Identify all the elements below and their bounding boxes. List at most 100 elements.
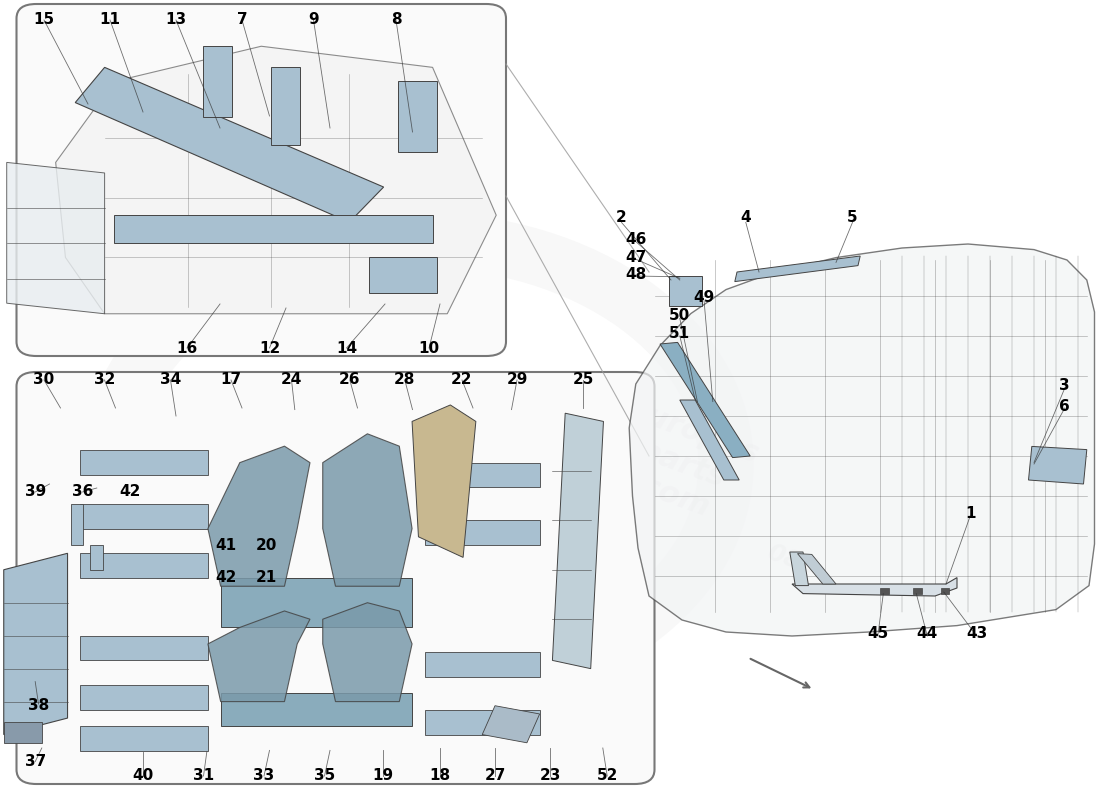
Polygon shape: [3, 554, 67, 734]
Text: 19: 19: [372, 769, 394, 783]
Text: 40: 40: [132, 769, 154, 783]
Polygon shape: [7, 162, 104, 314]
Polygon shape: [629, 244, 1094, 636]
Text: 47: 47: [625, 250, 647, 265]
Text: 4: 4: [740, 210, 751, 225]
Text: 39: 39: [24, 485, 46, 499]
Text: 46: 46: [625, 233, 647, 247]
Text: 18: 18: [429, 769, 451, 783]
Polygon shape: [940, 588, 949, 594]
Text: 28: 28: [394, 373, 416, 387]
Polygon shape: [322, 602, 412, 702]
Polygon shape: [398, 82, 438, 152]
Polygon shape: [660, 342, 750, 458]
Text: 26: 26: [339, 373, 361, 387]
Text: 36: 36: [72, 485, 94, 499]
Text: europes
parts
.com: europes parts .com: [601, 395, 763, 533]
Text: 22: 22: [451, 373, 473, 387]
Text: 34: 34: [160, 373, 182, 387]
Text: 51: 51: [669, 326, 691, 341]
Text: 15: 15: [33, 13, 55, 27]
Polygon shape: [1028, 446, 1087, 484]
Text: 43: 43: [966, 626, 988, 641]
Text: 24: 24: [280, 373, 302, 387]
Polygon shape: [80, 450, 208, 475]
Polygon shape: [425, 462, 540, 487]
Polygon shape: [80, 685, 208, 710]
Text: 9: 9: [308, 13, 319, 27]
Polygon shape: [271, 67, 300, 145]
Polygon shape: [735, 256, 860, 282]
Polygon shape: [80, 554, 208, 578]
Text: 14: 14: [336, 341, 358, 355]
Text: 33: 33: [253, 769, 275, 783]
Text: 32: 32: [94, 373, 115, 387]
Polygon shape: [680, 400, 739, 480]
Text: 48: 48: [625, 267, 647, 282]
Text: 25: 25: [572, 373, 594, 387]
Polygon shape: [552, 413, 604, 669]
Polygon shape: [221, 578, 412, 627]
FancyBboxPatch shape: [16, 4, 506, 356]
Text: 10: 10: [418, 341, 440, 355]
Text: 11: 11: [99, 13, 121, 27]
Text: 23: 23: [539, 769, 561, 783]
Text: 37: 37: [24, 754, 46, 769]
Polygon shape: [56, 46, 496, 314]
Text: 29: 29: [506, 373, 528, 387]
Text: 5: 5: [847, 210, 858, 225]
Polygon shape: [90, 545, 102, 570]
Polygon shape: [669, 276, 702, 306]
Text: 3: 3: [1059, 378, 1070, 393]
Polygon shape: [792, 578, 957, 596]
Text: 30: 30: [33, 373, 55, 387]
Text: 12: 12: [258, 341, 280, 355]
Text: 35: 35: [314, 769, 336, 783]
Text: 6: 6: [1059, 399, 1070, 414]
Polygon shape: [482, 706, 540, 742]
Polygon shape: [913, 588, 922, 594]
Text: 7: 7: [236, 13, 248, 27]
Polygon shape: [80, 504, 208, 529]
Text: 41: 41: [214, 538, 236, 553]
Polygon shape: [208, 446, 310, 586]
Polygon shape: [114, 215, 432, 243]
Polygon shape: [425, 652, 540, 677]
Text: 31: 31: [192, 769, 215, 783]
Polygon shape: [3, 722, 42, 742]
Polygon shape: [221, 694, 412, 726]
Polygon shape: [880, 588, 889, 594]
Text: 49: 49: [693, 290, 715, 305]
Text: 44: 44: [916, 626, 938, 641]
Polygon shape: [425, 710, 540, 734]
Text: 13: 13: [165, 13, 187, 27]
Text: 20: 20: [255, 538, 277, 553]
Text: 45: 45: [867, 626, 889, 641]
Polygon shape: [208, 611, 310, 702]
Polygon shape: [368, 258, 438, 293]
Text: 085: 085: [763, 540, 821, 580]
Text: 42: 42: [214, 570, 236, 585]
Text: 27: 27: [484, 769, 506, 783]
Text: 52: 52: [596, 769, 618, 783]
Polygon shape: [790, 552, 808, 586]
Text: 50: 50: [669, 309, 691, 323]
Text: 2: 2: [616, 210, 627, 225]
Text: 38: 38: [28, 698, 50, 713]
Text: 1: 1: [965, 506, 976, 521]
Polygon shape: [80, 726, 208, 751]
Polygon shape: [80, 636, 208, 661]
Polygon shape: [322, 434, 412, 586]
Text: 16: 16: [176, 341, 198, 355]
Polygon shape: [425, 520, 540, 545]
Text: 21: 21: [255, 570, 277, 585]
Polygon shape: [412, 405, 476, 558]
Polygon shape: [70, 504, 84, 545]
Text: 17: 17: [220, 373, 242, 387]
FancyBboxPatch shape: [16, 372, 654, 784]
Polygon shape: [202, 46, 232, 117]
Text: 42: 42: [119, 485, 141, 499]
Polygon shape: [798, 554, 836, 584]
Text: 8: 8: [390, 13, 402, 27]
Polygon shape: [75, 67, 384, 222]
